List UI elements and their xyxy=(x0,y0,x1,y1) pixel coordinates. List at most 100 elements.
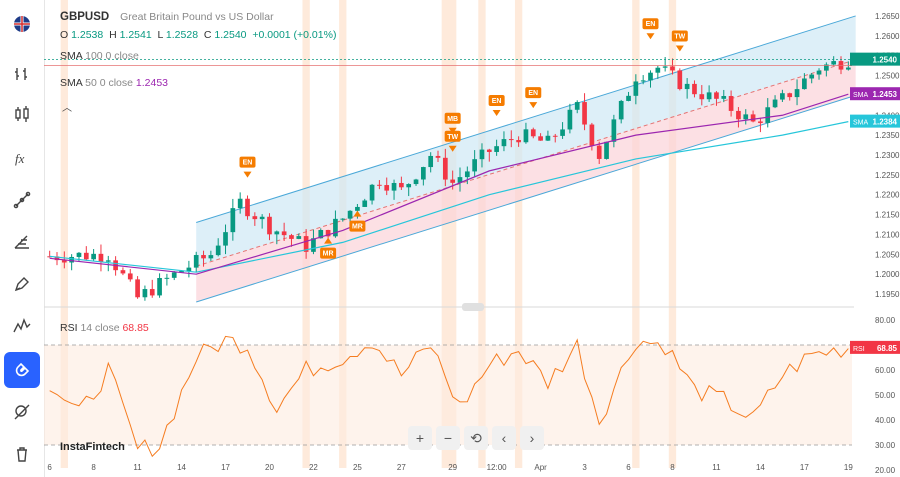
candle-body xyxy=(267,216,272,235)
candles-icon[interactable] xyxy=(4,96,40,132)
rsi-tag-bg xyxy=(850,340,900,354)
rsi-tag-value: 68.85 xyxy=(877,344,898,353)
patterns-icon[interactable] xyxy=(4,308,40,344)
candle-body xyxy=(523,129,529,143)
candle-body xyxy=(714,92,719,99)
zoom-out-button[interactable]: − xyxy=(436,426,460,450)
candle-body xyxy=(369,184,375,201)
candle-body xyxy=(787,93,793,98)
annotation-label: EN xyxy=(646,21,656,28)
sma50-legend[interactable]: SMA 50 0 close 1.2453 xyxy=(60,77,168,89)
x-tick-label: 27 xyxy=(397,463,406,472)
candle-body xyxy=(728,96,734,111)
arrow-down-icon xyxy=(529,102,538,109)
price-tick-label: 1.2650 xyxy=(875,12,900,21)
pen-icon[interactable] xyxy=(4,266,40,302)
candle-body xyxy=(421,167,426,180)
svg-text:fx: fx xyxy=(15,151,25,166)
reset-button[interactable]: ⟲ xyxy=(464,426,488,450)
candle-body xyxy=(750,114,756,122)
candle-body xyxy=(442,157,448,180)
sma50-label: SMA xyxy=(60,77,83,89)
candle-body xyxy=(347,210,353,219)
arrow-down-icon xyxy=(675,45,684,52)
sma100-tag-value: 1.2384 xyxy=(873,118,898,127)
candle-body xyxy=(252,216,258,220)
candle-body xyxy=(98,253,104,262)
change-value: +0.0001 (+0.01%) xyxy=(252,29,337,41)
sma100-legend[interactable]: SMA 100 0 close xyxy=(60,50,139,62)
open-label: O xyxy=(60,29,69,41)
candle-body xyxy=(633,81,639,96)
rsi-tick-label: 80.00 xyxy=(875,316,896,325)
candle-body xyxy=(780,93,785,100)
x-tick-label: 11 xyxy=(133,463,142,472)
candle-body xyxy=(831,61,837,65)
annotation-label: MB xyxy=(447,116,458,123)
session-band-0 xyxy=(60,0,68,468)
candle-body xyxy=(743,114,749,120)
trash-icon[interactable] xyxy=(4,436,40,472)
x-tick-label: 29 xyxy=(448,463,457,472)
price-tick-label: 1.1950 xyxy=(875,290,900,299)
rsi-tag-label: RSI xyxy=(853,346,865,353)
candle-body xyxy=(765,107,771,123)
price-tick-label: 1.2500 xyxy=(875,72,900,81)
candle-body xyxy=(384,185,390,191)
candle-body xyxy=(604,141,609,159)
ma-line-sma100 xyxy=(49,121,849,273)
collapse-legend-button[interactable]: ︿ xyxy=(60,99,74,114)
chart-type-icon[interactable] xyxy=(4,56,40,92)
candle-body xyxy=(567,109,573,130)
branding-logo: InstaFintech xyxy=(60,441,125,453)
eye-off-icon[interactable] xyxy=(4,394,40,430)
arrow-down-icon xyxy=(492,110,501,117)
candle-body xyxy=(237,198,243,209)
candle-body xyxy=(596,145,602,159)
drawing-icon[interactable] xyxy=(4,182,40,218)
candle-body xyxy=(274,231,280,235)
pane-resize-handle xyxy=(462,303,484,311)
annotation-badge xyxy=(444,112,461,124)
candle-body xyxy=(530,129,536,137)
scroll-right-button[interactable]: › xyxy=(520,426,544,450)
flag-icon[interactable] xyxy=(4,6,40,42)
candle-body xyxy=(677,70,683,90)
candle-body xyxy=(472,159,477,172)
candle-body xyxy=(516,139,521,143)
zoom-in-button[interactable]: + xyxy=(408,426,432,450)
x-tick-label: 8 xyxy=(91,463,96,472)
candle-body xyxy=(245,198,250,217)
candle-body xyxy=(179,270,184,273)
x-tick-label: 14 xyxy=(756,463,765,472)
rsi-legend[interactable]: RSI 14 close 68.85 xyxy=(60,322,149,334)
candle-body xyxy=(54,256,60,261)
candle-body xyxy=(157,278,162,296)
price-tick-label: 1.2050 xyxy=(875,250,900,259)
scroll-left-button[interactable]: ‹ xyxy=(492,426,516,450)
x-tick-label: 6 xyxy=(626,463,631,472)
last-price-tag-value: 1.2540 xyxy=(873,56,898,65)
candle-body xyxy=(626,95,631,101)
candle-body xyxy=(736,110,741,120)
annotation-badge xyxy=(488,95,505,107)
magnet-icon[interactable] xyxy=(4,352,40,388)
candle-body xyxy=(149,289,155,296)
rsi-tick-label: 30.00 xyxy=(875,441,896,450)
sma100-tag-bg xyxy=(850,114,900,128)
price-tick-label: 1.2150 xyxy=(875,211,900,220)
annotation-label: TW xyxy=(674,33,685,40)
fx-icon[interactable]: fx xyxy=(4,140,40,176)
channel-upper-line xyxy=(196,15,856,224)
fib-icon[interactable] xyxy=(4,224,40,260)
candle-body xyxy=(589,124,595,146)
price-tick-label: 1.2350 xyxy=(875,131,900,140)
low-value: 1.2528 xyxy=(165,29,199,41)
candle-body xyxy=(399,182,404,188)
candle-body xyxy=(215,245,221,256)
candle-body xyxy=(281,231,287,236)
x-tick-label: 6 xyxy=(47,463,52,472)
candle-body xyxy=(142,289,148,298)
